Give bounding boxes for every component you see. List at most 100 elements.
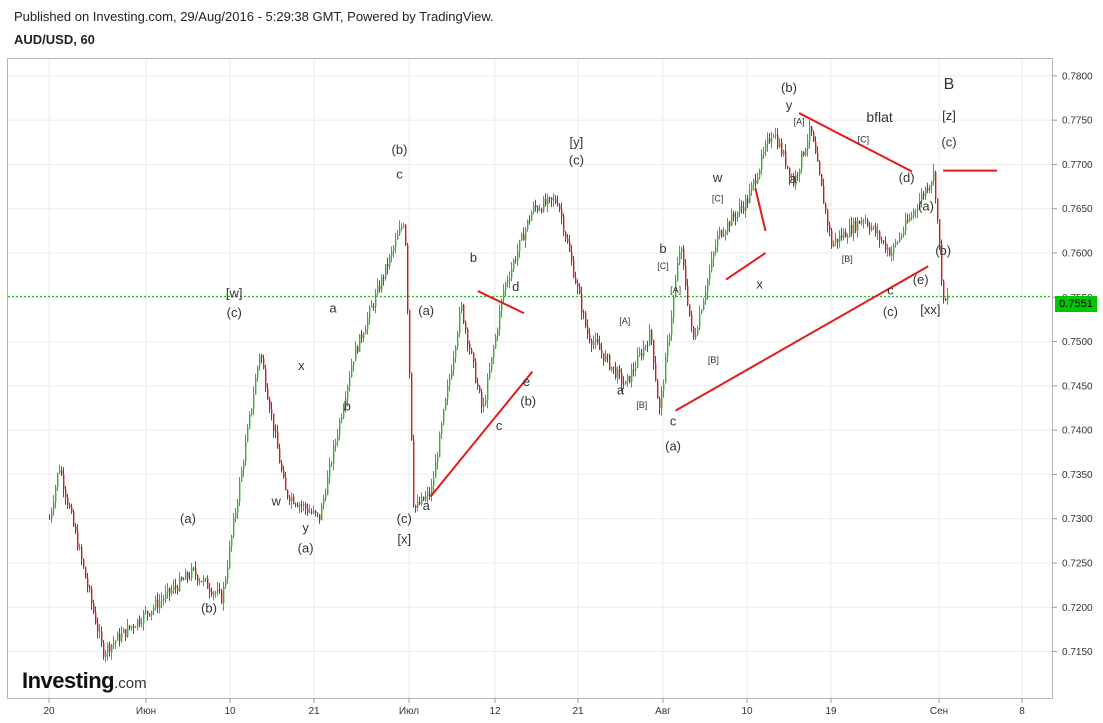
candle-body: [721, 230, 723, 237]
candle-body: [297, 504, 299, 507]
x-tick-label: 10: [224, 706, 236, 717]
wave-annotations: [w] (c) x w y (a) (a) (b) a b (b) c (a) (c) [x] a b d c e (b…: [180, 76, 956, 615]
wave-label: b: [659, 241, 666, 256]
candle-body: [377, 285, 379, 294]
candle-body: [369, 307, 371, 318]
candle-body: [579, 286, 581, 294]
candle-body: [427, 492, 429, 497]
candle-body: [693, 326, 695, 338]
wave-label: [C]: [657, 261, 669, 271]
candle-body: [733, 213, 735, 217]
candle-body: [793, 176, 795, 185]
candle-body: [875, 226, 877, 234]
x-tick-label: Июл: [399, 706, 419, 717]
candle-body: [835, 238, 837, 243]
candle-body: [489, 369, 491, 379]
candle-body: [635, 367, 637, 371]
candle-body: [287, 490, 289, 498]
candle-body: [657, 380, 659, 399]
candle-body: [347, 386, 349, 400]
candle-body: [697, 328, 699, 335]
candle-body: [727, 221, 729, 232]
candle-body: [195, 568, 197, 576]
candle-body: [561, 209, 563, 217]
candle-body: [121, 633, 123, 642]
candlestick-series: [49, 120, 949, 663]
candle-body: [465, 322, 467, 330]
candle-body: [673, 296, 675, 318]
candle-body: [265, 368, 267, 389]
candle-body: [929, 185, 931, 191]
candle-body: [385, 264, 387, 279]
candle-body: [223, 586, 225, 604]
candle-body: [319, 514, 321, 521]
candle-body: [99, 631, 101, 633]
wave-label: [xx]: [920, 302, 940, 317]
candle-body: [897, 241, 899, 243]
candle-body: [593, 342, 595, 345]
candle-body: [73, 511, 75, 526]
candle-body: [603, 353, 605, 361]
candle-body: [197, 575, 199, 582]
candle-body: [873, 226, 875, 228]
candle-body: [137, 619, 139, 628]
wave-label: b: [344, 399, 351, 414]
candle-body: [157, 599, 159, 608]
candle-body: [439, 433, 441, 457]
candle-body: [407, 244, 409, 311]
candle-body: [127, 625, 129, 637]
wave-label: a: [790, 171, 798, 186]
candle-body: [715, 246, 717, 253]
candle-body: [353, 361, 355, 366]
candle-body: [745, 198, 747, 211]
candle-body: [623, 383, 625, 385]
candle-body: [315, 510, 317, 513]
candle-body: [431, 485, 433, 496]
candle-body: [711, 259, 713, 271]
candle-body: [779, 142, 781, 148]
candle-body: [175, 585, 177, 588]
candle-body: [717, 235, 719, 247]
candle-body: [581, 293, 583, 313]
candle-body: [479, 386, 481, 392]
candle-body: [555, 199, 557, 203]
candle-body: [895, 242, 897, 245]
candle-body: [185, 572, 187, 580]
candle-body: [743, 207, 745, 211]
candle-body: [147, 611, 149, 614]
candle-body: [589, 334, 591, 341]
candle-body: [523, 233, 525, 241]
candle-body: [205, 578, 207, 580]
candle-body: [271, 409, 273, 414]
candle-body: [907, 219, 909, 222]
candle-body: [477, 382, 479, 387]
candle-body: [545, 199, 547, 205]
candle-body: [749, 190, 751, 203]
candle-body: [537, 207, 539, 211]
candle-body: [299, 504, 301, 507]
candle-body: [65, 489, 67, 498]
candle-body: [113, 642, 115, 645]
candle-body: [937, 198, 939, 220]
candle-body: [855, 220, 857, 231]
candle-body: [529, 220, 531, 222]
candle-body: [919, 200, 921, 209]
candle-body: [161, 600, 163, 602]
candle-body: [859, 220, 861, 224]
candle-body: [433, 477, 435, 486]
candle-body: [351, 365, 353, 377]
candle-body: [685, 265, 687, 287]
candle-body: [559, 204, 561, 210]
candle-body: [797, 174, 799, 176]
candle-body: [757, 177, 759, 184]
wave-label: [B]: [636, 400, 647, 410]
wave-label: (a): [665, 439, 681, 454]
x-tick-label: 19: [825, 706, 837, 717]
wave-label: e: [523, 374, 530, 389]
wave-label: x: [298, 358, 305, 373]
candle-body: [277, 432, 279, 449]
candle-body: [475, 361, 477, 383]
candle-body: [851, 224, 853, 234]
candle-body: [337, 435, 339, 442]
